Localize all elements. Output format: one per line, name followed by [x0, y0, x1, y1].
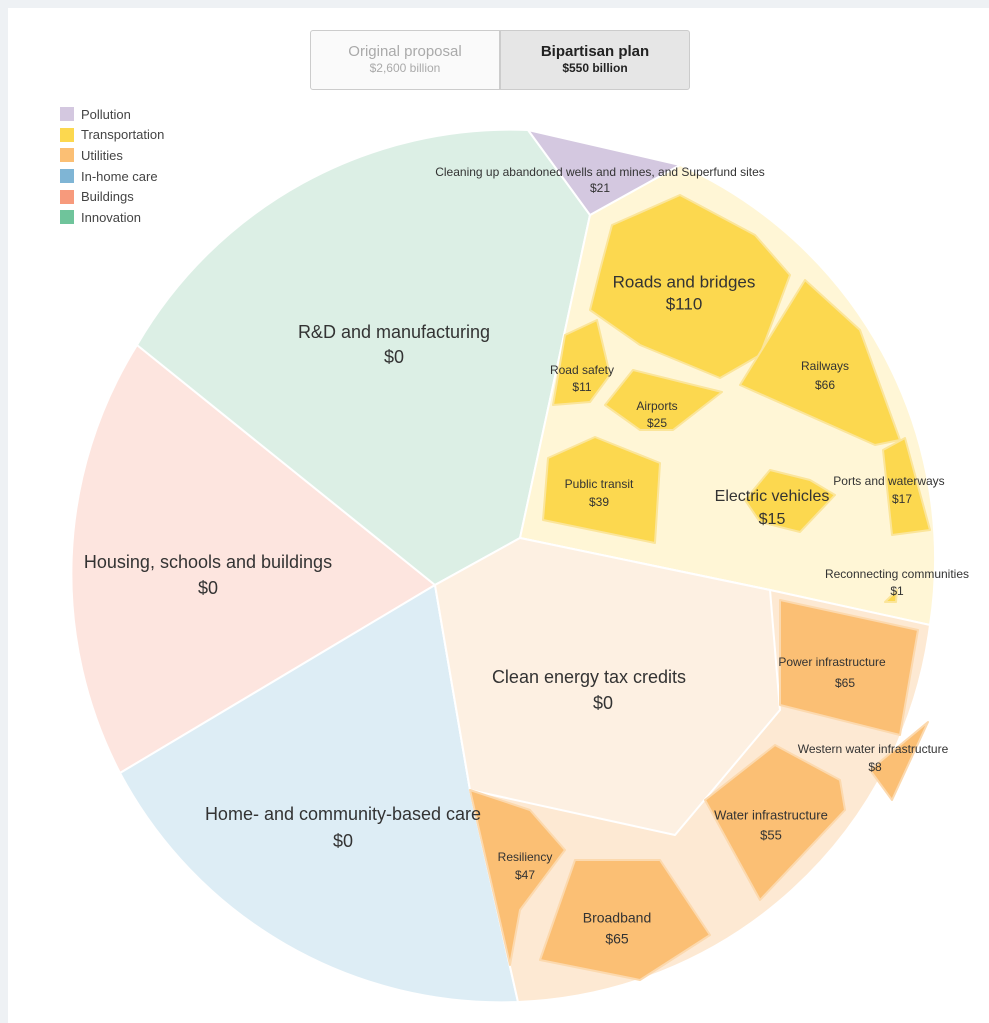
legend-swatch: [60, 169, 74, 184]
legend-item: Innovation: [60, 207, 164, 228]
legend-swatch: [60, 189, 74, 204]
legend-swatch: [60, 127, 74, 142]
legend-item: Buildings: [60, 186, 164, 207]
legend-label: Buildings: [81, 189, 134, 205]
legend-swatch: [60, 107, 74, 122]
toggle-label: Bipartisan plan: [540, 43, 650, 60]
legend-item: Pollution: [60, 104, 164, 125]
legend-label: Utilities: [81, 147, 123, 163]
legend-swatch: [60, 210, 74, 225]
legend-item: In-home care: [60, 166, 164, 187]
toggle-amount: $2,600 billion: [369, 61, 441, 75]
toggle-label: Original proposal: [348, 43, 462, 60]
toggle-button[interactable]: Bipartisan plan $550 billion: [500, 30, 690, 90]
legend-label: Innovation: [81, 209, 141, 225]
legend-item: Utilities: [60, 145, 164, 166]
toggle-button[interactable]: Original proposal $2,600 billion: [310, 30, 500, 90]
legend-label: Pollution: [81, 106, 131, 122]
legend-swatch: [60, 148, 74, 163]
legend-label: In-home care: [81, 168, 158, 184]
toggle-amount: $550 billion: [562, 61, 628, 75]
legend-item: Transportation: [60, 125, 164, 146]
legend-label: Transportation: [81, 127, 165, 143]
legend: Pollution Transportation Utilities In-ho…: [60, 104, 164, 228]
